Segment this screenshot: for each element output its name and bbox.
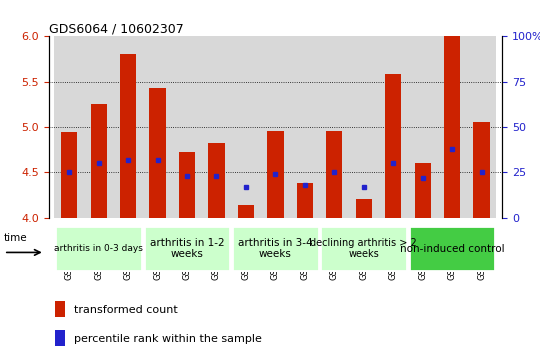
Bar [150, 88, 166, 218]
Bar [320, 36, 349, 218]
Text: transformed count: transformed count [73, 305, 177, 315]
Bar [91, 105, 107, 218]
Bar [437, 36, 467, 218]
Bar [231, 36, 261, 218]
Bar [379, 36, 408, 218]
Bar [385, 74, 401, 218]
Bar [444, 36, 460, 218]
Bar [474, 122, 490, 218]
Bar [297, 183, 313, 218]
Bar [238, 205, 254, 218]
Bar [143, 36, 172, 218]
Bar [55, 36, 84, 218]
Bar [326, 131, 342, 218]
Bar [261, 36, 290, 218]
Bar [144, 227, 231, 271]
Bar [349, 36, 379, 218]
Bar [61, 132, 77, 218]
Bar [120, 54, 136, 218]
Bar [290, 36, 320, 218]
Text: declining arthritis > 2
weeks: declining arthritis > 2 weeks [310, 238, 417, 260]
Bar [202, 36, 231, 218]
Bar [320, 227, 407, 271]
Bar [409, 227, 495, 271]
Bar [84, 36, 113, 218]
Bar [408, 36, 437, 218]
Bar [56, 227, 142, 271]
Bar [56, 301, 65, 317]
Bar [267, 131, 284, 218]
Bar [232, 227, 319, 271]
Bar [208, 143, 225, 218]
Text: arthritis in 1-2
weeks: arthritis in 1-2 weeks [150, 238, 224, 260]
Text: percentile rank within the sample: percentile rank within the sample [73, 334, 261, 344]
Text: time: time [4, 233, 28, 243]
Bar [172, 36, 202, 218]
Text: arthritis in 3-4
weeks: arthritis in 3-4 weeks [238, 238, 313, 260]
Bar [356, 199, 372, 218]
Bar [113, 36, 143, 218]
Bar [415, 163, 431, 218]
Text: GDS6064 / 10602307: GDS6064 / 10602307 [49, 22, 184, 35]
Text: arthritis in 0-3 days: arthritis in 0-3 days [54, 244, 143, 253]
Bar [467, 36, 496, 218]
Bar [56, 330, 65, 346]
Bar [179, 151, 195, 218]
Text: non-induced control: non-induced control [400, 244, 504, 254]
